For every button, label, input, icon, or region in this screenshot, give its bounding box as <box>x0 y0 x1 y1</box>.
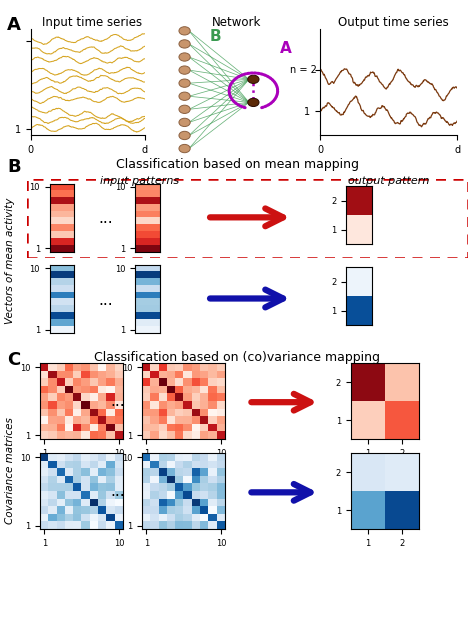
Circle shape <box>179 53 190 61</box>
Text: Vectors of mean activity: Vectors of mean activity <box>5 198 16 324</box>
Circle shape <box>179 26 190 35</box>
Circle shape <box>179 105 190 113</box>
Text: input patterns: input patterns <box>100 176 179 186</box>
Text: output pattern: output pattern <box>348 176 429 186</box>
Text: Network: Network <box>212 16 262 29</box>
Text: Classification based on (co)variance mapping: Classification based on (co)variance map… <box>94 351 380 364</box>
Circle shape <box>179 66 190 74</box>
Text: ...: ... <box>98 211 112 227</box>
Circle shape <box>179 40 190 48</box>
Circle shape <box>179 131 190 140</box>
Text: A: A <box>281 41 292 55</box>
Text: ...: ... <box>98 292 112 308</box>
Circle shape <box>179 92 190 100</box>
Text: Classification based on mean mapping: Classification based on mean mapping <box>116 158 358 171</box>
Text: ...: ... <box>110 484 125 499</box>
Text: Input time series: Input time series <box>42 16 143 29</box>
Text: ...: ... <box>110 393 125 409</box>
Text: Output time series: Output time series <box>338 16 449 29</box>
Circle shape <box>179 144 190 153</box>
Circle shape <box>179 118 190 127</box>
Text: Covariance matrices: Covariance matrices <box>5 417 16 524</box>
Text: A: A <box>7 16 21 34</box>
Circle shape <box>179 79 190 88</box>
Text: n = 2: n = 2 <box>290 65 317 75</box>
Circle shape <box>248 75 259 84</box>
Text: C: C <box>7 351 20 369</box>
Circle shape <box>248 99 259 106</box>
Text: B: B <box>7 158 21 176</box>
Text: B: B <box>210 28 222 44</box>
